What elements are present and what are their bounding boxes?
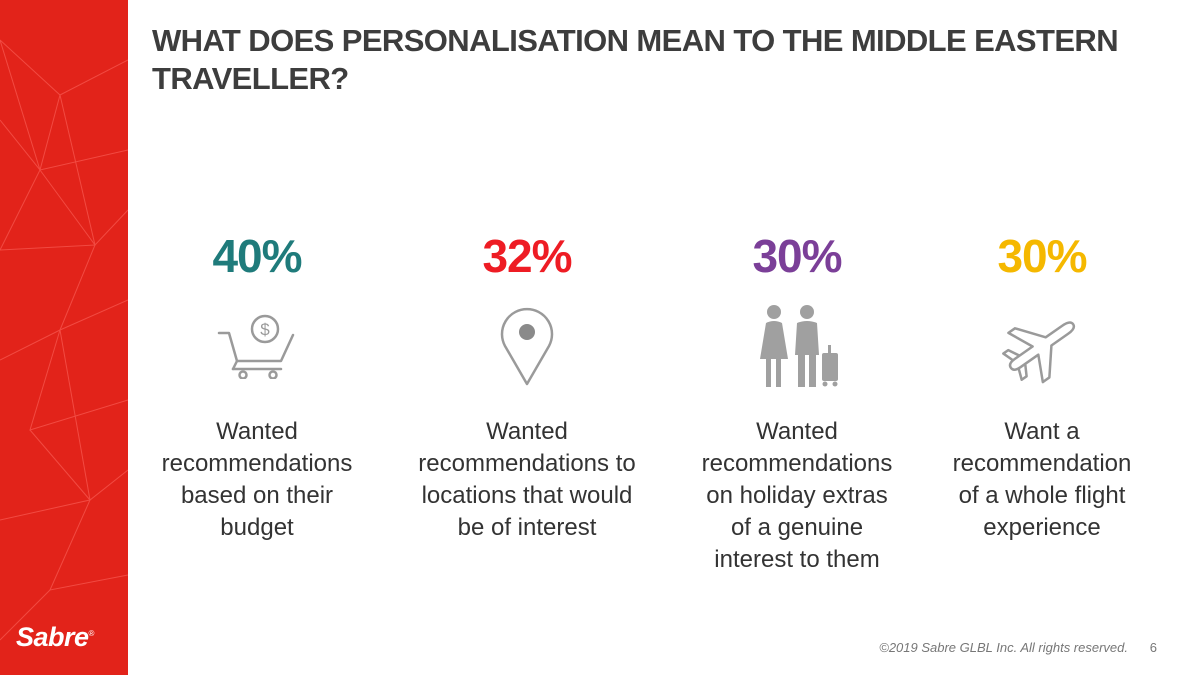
travellers-icon (760, 305, 838, 387)
stat-description: Wanted recommendations based on their bu… (161, 418, 353, 541)
stat-description: Wanted recommendations to locations that… (418, 418, 636, 541)
polygon-mesh-decoration (0, 39, 128, 641)
stat-value: 40% (212, 230, 302, 282)
brand-sidebar: Sabre® (0, 0, 128, 675)
stat-value: 32% (482, 230, 572, 282)
slide-title: WHAT DOES PERSONALISATION MEAN TO THE MI… (152, 23, 1119, 96)
stat-locations: 32% Wanted recommendations to locations … (407, 228, 647, 544)
location-pin-icon (500, 307, 554, 386)
svg-text:$: $ (260, 320, 270, 339)
shopping-cart-dollar-icon: $ (217, 314, 295, 379)
copyright-notice: ©2019 Sabre GLBL Inc. All rights reserve… (879, 640, 1128, 655)
stat-description: Want a recommendation of a whole flight … (952, 418, 1132, 541)
stat-value: 30% (752, 230, 842, 282)
stat-description: Wanted recommendations on holiday extras… (701, 418, 893, 573)
airplane-icon (1002, 321, 1076, 384)
stat-budget: 40% $ Wanted recommendations based on th… (137, 228, 377, 544)
page-number: 6 (1149, 640, 1157, 655)
stat-value: 30% (997, 230, 1087, 282)
stat-holiday-extras: 30% Wanted recommendations on hol (677, 228, 917, 576)
stat-flight-experience: 30% Want a recommendation of a whole fli… (922, 228, 1162, 544)
sabre-logo: Sabre® (16, 622, 94, 652)
